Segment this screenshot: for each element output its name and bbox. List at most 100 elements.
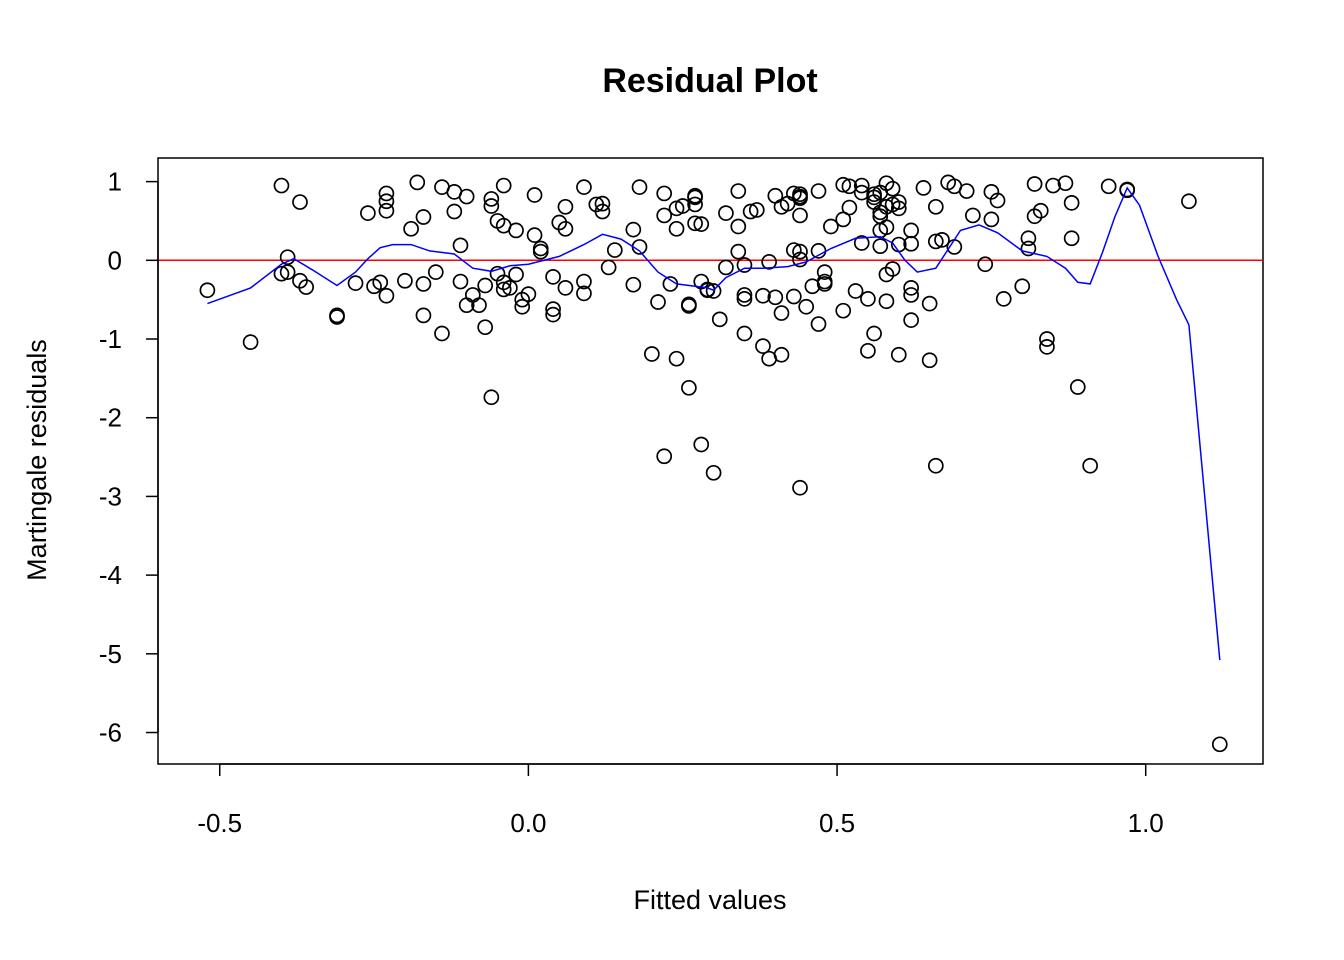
residual-point (792, 186, 808, 203)
residual-point (378, 193, 395, 210)
residual-point (823, 218, 839, 235)
residual-point (557, 198, 574, 215)
x-tick-label: -0.5 (197, 808, 242, 838)
residual-point (903, 235, 919, 252)
residual-point (273, 265, 290, 282)
residual-point (773, 305, 790, 321)
residual-point (508, 222, 524, 239)
residual-point (495, 281, 512, 298)
residual-point (921, 352, 938, 369)
x-tick-label: 0.0 (510, 808, 546, 838)
residual-point (576, 273, 592, 290)
residual-point (872, 238, 889, 254)
residual-point (705, 283, 722, 299)
residual-point (483, 198, 500, 214)
plot-frame (157, 157, 1264, 765)
residual-point (298, 279, 315, 295)
residual-point (878, 293, 895, 310)
residual-point (1063, 195, 1080, 211)
residual-point (378, 185, 395, 202)
residual-point (526, 227, 543, 243)
residual-point (995, 291, 1012, 307)
residual-point (594, 203, 611, 220)
residual-point (446, 203, 463, 220)
residual-point (656, 207, 673, 224)
chart-title: Residual Plot (602, 62, 817, 100)
residual-point (650, 294, 666, 310)
residual-point (279, 264, 296, 280)
residual-point (792, 251, 808, 268)
residual-point (816, 264, 833, 280)
residual-point (1082, 457, 1099, 474)
residual-point (403, 220, 419, 237)
residual-point (810, 316, 827, 332)
residual-point (860, 291, 876, 307)
residual-point (687, 215, 703, 232)
residual-point (1057, 175, 1074, 192)
residual-point (656, 448, 673, 465)
residual-point (378, 202, 395, 219)
residual-point (890, 346, 907, 363)
residual-point (718, 205, 734, 221)
residual-point (730, 218, 747, 235)
residual-point (884, 261, 901, 277)
residual-point (878, 219, 895, 236)
residual-point (816, 276, 833, 292)
residual-point (1045, 177, 1061, 194)
x-axis-label: Fitted values (633, 885, 786, 915)
residual-point (773, 346, 790, 363)
residual-point (718, 259, 734, 276)
residual-point (681, 379, 697, 396)
residual-point (748, 202, 765, 218)
residual-point (687, 189, 703, 206)
residual-point (273, 177, 290, 194)
residual-point (890, 200, 907, 217)
residual-point (1181, 193, 1197, 210)
residual-point (329, 307, 345, 324)
residual-point (279, 249, 296, 266)
residual-point (502, 280, 518, 296)
residual-point (378, 287, 395, 304)
residual-point (730, 183, 747, 199)
y-tick-label: -2 (99, 403, 122, 433)
residual-point (1026, 176, 1043, 192)
residual-point (927, 233, 944, 250)
residual-point (409, 174, 426, 191)
residual-point (471, 297, 487, 314)
residual-point (631, 179, 648, 195)
residual-point (705, 464, 722, 481)
residual-point (656, 185, 673, 202)
residual-point (458, 188, 475, 205)
x-tick-label: 0.5 (819, 808, 855, 838)
residual-point (810, 183, 827, 199)
residual-point (508, 266, 524, 283)
residual-point (927, 457, 944, 474)
residual-point (545, 268, 561, 285)
residual-point (853, 235, 870, 251)
residual-point (199, 282, 216, 299)
residual-point (452, 237, 469, 254)
residual-point (347, 275, 364, 291)
residual-point (464, 287, 481, 303)
residual-point (360, 205, 376, 221)
y-axis-label: Martingale residuals (22, 339, 52, 581)
residual-point (1014, 278, 1031, 295)
residual-point (681, 298, 697, 314)
residual-point (452, 273, 469, 290)
y-tick-label: -5 (99, 639, 122, 669)
residual-point (644, 346, 660, 362)
residual-point (532, 240, 549, 257)
residual-point (545, 306, 561, 323)
residual-point (557, 280, 574, 296)
residual-point (977, 256, 994, 273)
residual-point (674, 198, 691, 214)
residual-point (958, 183, 975, 199)
residual-point (397, 272, 413, 289)
residual-point (767, 289, 784, 306)
residual-point (730, 243, 747, 260)
residual-point (866, 325, 882, 342)
y-tick-label: 1 (108, 167, 122, 197)
residual-point (427, 264, 444, 280)
residual-point (792, 207, 808, 224)
residual-point (736, 287, 753, 303)
